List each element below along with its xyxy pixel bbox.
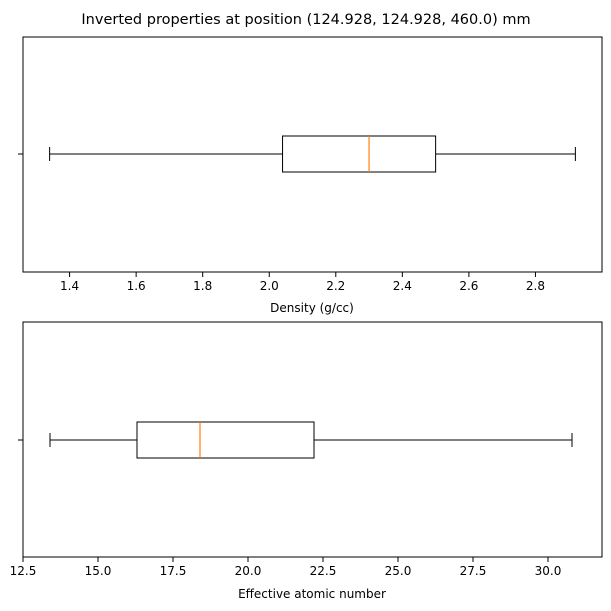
density-x-tick-label: 1.4: [60, 279, 79, 293]
atomic-number-x-tick-label: 15.0: [85, 564, 112, 578]
density-x-tick-label: 1.6: [127, 279, 146, 293]
density-boxplot-panel: 1.4 1.6 1.8 2.0 2.2 2.4 2.6 2.8 Density (g/cc): [18, 36, 603, 315]
density-iqr-box: [282, 135, 437, 173]
density-x-tick-label: 1.8: [193, 279, 212, 293]
atomic-number-x-tick-label: 25.0: [385, 564, 412, 578]
density-x-ticks: 1.4 1.6 1.8 2.0 2.2 2.4 2.6 2.8: [60, 272, 545, 293]
density-x-axis-label: Density (g/cc): [270, 301, 354, 315]
density-box-marks: [49, 135, 576, 173]
atomic-number-iqr-box: [136, 421, 315, 459]
atomic-number-box-marks: [49, 421, 573, 459]
density-x-tick-label: 2.2: [326, 279, 345, 293]
density-x-tick-label: 2.6: [459, 279, 478, 293]
atomic-number-x-tick-label: 27.5: [460, 564, 487, 578]
density-x-tick-label: 2.4: [393, 279, 412, 293]
atomic-number-boxplot-panel: 12.5 15.0 17.5 20.0 22.5 25.0 27.5 30.0 Effecti…: [10, 321, 603, 601]
density-x-tick-label: 2.8: [526, 279, 545, 293]
atomic-number-x-tick-label: 20.0: [235, 564, 262, 578]
atomic-number-x-tick-label: 30.0: [535, 564, 562, 578]
chart-title: Inverted properties at position (124.928…: [81, 12, 530, 28]
atomic-number-x-tick-label: 17.5: [160, 564, 187, 578]
density-x-tick-label: 2.0: [260, 279, 279, 293]
atomic-number-x-tick-label: 12.5: [10, 564, 37, 578]
atomic-number-x-axis-label: Effective atomic number: [238, 587, 386, 601]
atomic-number-x-ticks: 12.5 15.0 17.5 20.0 22.5 25.0 27.5 30.0: [10, 557, 562, 578]
atomic-number-x-tick-label: 22.5: [310, 564, 337, 578]
